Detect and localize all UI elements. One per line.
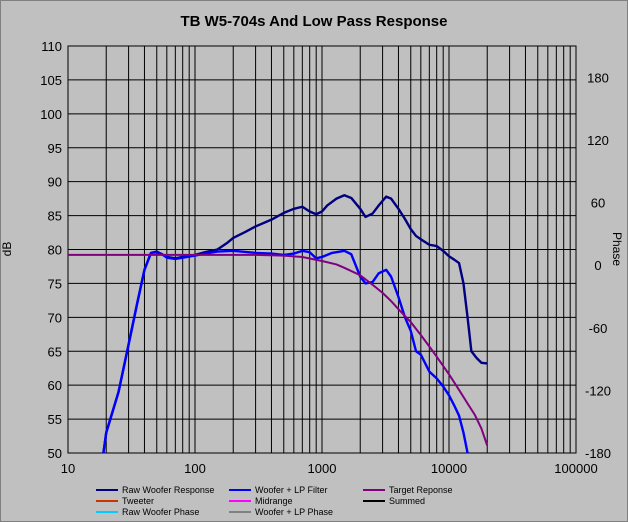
y2-tick-label: 60 — [591, 196, 605, 211]
y-tick-label: 65 — [48, 344, 62, 359]
legend-label: Woofer + LP Phase — [255, 507, 333, 517]
y-tick-label: 105 — [40, 73, 62, 88]
legend-label: Raw Woofer Phase — [122, 507, 199, 517]
legend-label: Midrange — [255, 496, 293, 506]
y2-tick-label: 120 — [587, 133, 609, 148]
x-tick-label: 10 — [61, 461, 75, 476]
x-tick-label: 100000 — [554, 461, 597, 476]
plot-frame — [67, 45, 577, 454]
legend-label: Target Reponse — [389, 485, 453, 495]
legend-label: Tweeter — [122, 496, 154, 506]
y-tick-label: 55 — [48, 412, 62, 427]
x-tick-label: 100 — [184, 461, 206, 476]
y-tick-label: 110 — [41, 39, 62, 54]
y2-tick-label: -180 — [585, 446, 611, 461]
y2-tick-label: -60 — [589, 321, 608, 336]
y-tick-label: 95 — [48, 141, 62, 156]
y-tick-label: 85 — [48, 209, 62, 224]
y-tick-label: 75 — [48, 276, 62, 291]
y2-axis-label: Phase — [610, 232, 624, 266]
x-tick-label: 10000 — [431, 461, 467, 476]
legend-item: Woofer + LP Filter — [229, 485, 327, 495]
y-tick-label: 80 — [48, 243, 62, 258]
y-axis-label: dB — [1, 242, 14, 257]
legend-item: Raw Woofer Phase — [96, 507, 199, 517]
y-tick-label: 60 — [48, 378, 62, 393]
legend-label: Summed — [389, 496, 425, 506]
series-line-woofer-lp-filter — [102, 249, 469, 453]
legend-item: Woofer + LP Phase — [229, 507, 333, 517]
legend-item: Summed — [363, 496, 425, 506]
y2-tick-label: -120 — [585, 383, 611, 398]
legend-item: Midrange — [229, 496, 293, 506]
y2-tick-label: 0 — [594, 258, 601, 273]
legend-item: Tweeter — [96, 496, 154, 506]
legend-item: Target Reponse — [363, 485, 453, 495]
legend-label: Woofer + LP Filter — [255, 485, 327, 495]
y-tick-label: 90 — [48, 175, 62, 190]
legend-label: Raw Woofer Response — [122, 485, 214, 495]
y-tick-label: 50 — [48, 446, 62, 461]
chart-title: TB W5-704s And Low Pass Response — [180, 13, 447, 30]
series-line-target-reponse — [68, 253, 489, 446]
legend: Raw Woofer Response Woofer + LP Filter Tar… — [96, 485, 453, 517]
y-tick-label: 100 — [40, 107, 62, 122]
x-tick-label: 1000 — [308, 461, 337, 476]
legend-item: Raw Woofer Response — [96, 485, 214, 495]
y-tick-label: 70 — [48, 310, 62, 325]
y2-tick-label: 180 — [587, 70, 609, 85]
